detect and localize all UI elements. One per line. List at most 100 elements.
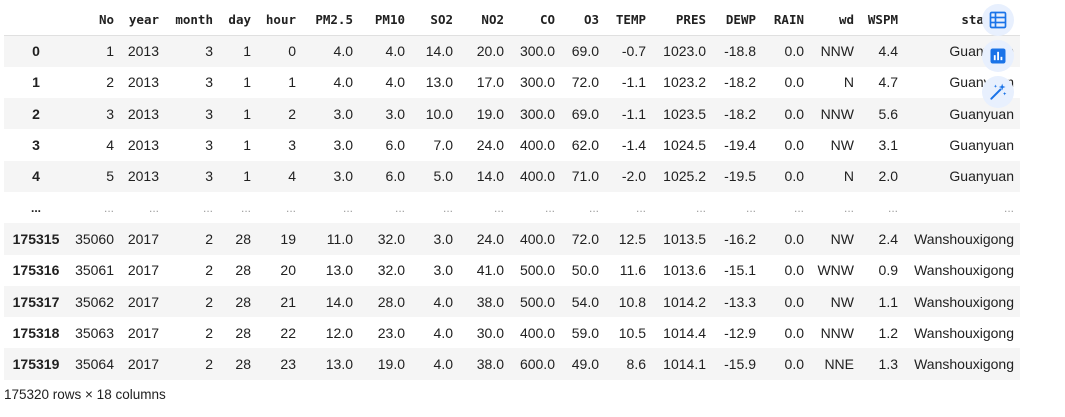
table-cell: 32.0 bbox=[377, 262, 405, 279]
table-cell: 0.0 bbox=[784, 262, 804, 279]
table-cell: 1014.1 bbox=[663, 356, 706, 373]
table-cell: 50.0 bbox=[571, 262, 599, 279]
column-header: CO bbox=[510, 4, 561, 36]
table-cell: 11.6 bbox=[619, 262, 646, 279]
column-header: PRES bbox=[652, 4, 712, 36]
column-header: RAIN bbox=[762, 4, 810, 36]
table-cell: NW bbox=[830, 137, 854, 154]
table-cell: 300.0 bbox=[519, 105, 555, 122]
column-header: hour bbox=[257, 4, 302, 36]
table-cell: 69.0 bbox=[571, 43, 599, 60]
table-cell: -1.1 bbox=[621, 105, 646, 122]
column-header: month bbox=[165, 4, 219, 36]
table-cell: -19.4 bbox=[724, 137, 756, 154]
column-header: day bbox=[219, 4, 257, 36]
table-cell: 1025.2 bbox=[663, 168, 706, 185]
table-cell: 2017 bbox=[127, 324, 159, 341]
table-cell: 0.0 bbox=[784, 74, 804, 91]
table-cell: 19.0 bbox=[377, 356, 405, 373]
table-cell: 22 bbox=[280, 324, 296, 341]
table-cell: ... bbox=[695, 200, 706, 215]
table-cell: 3.0 bbox=[333, 168, 353, 185]
table-cell: 35063 bbox=[75, 324, 114, 341]
table-cell: ... bbox=[843, 200, 854, 215]
generate-code-button[interactable] bbox=[982, 76, 1014, 108]
table-cell: 1 bbox=[243, 105, 251, 122]
table-cell: 11.0 bbox=[326, 230, 353, 247]
table-cell: 2017 bbox=[127, 262, 159, 279]
convert-to-interactive-table-button[interactable] bbox=[982, 4, 1014, 36]
row-index: 2 bbox=[32, 105, 40, 122]
column-header: DEWP bbox=[712, 4, 762, 36]
table-cell: -1.1 bbox=[621, 74, 646, 91]
row-index: 175319 bbox=[12, 356, 60, 373]
column-header: SO2 bbox=[411, 4, 459, 36]
table-cell: 71.0 bbox=[571, 168, 599, 185]
table-cell: 3.1 bbox=[878, 137, 898, 154]
table-cell: 28 bbox=[235, 230, 251, 247]
table-cell: ... bbox=[588, 200, 599, 215]
table-cell: 400.0 bbox=[519, 230, 555, 247]
column-header: No bbox=[68, 4, 120, 36]
column-header: NO2 bbox=[459, 4, 510, 36]
table-cell: 2013 bbox=[127, 43, 159, 60]
table-cell: 0.0 bbox=[784, 230, 804, 247]
table-cell: 4.0 bbox=[433, 293, 453, 310]
table-cell: 2 bbox=[205, 356, 213, 373]
table-cell: 1023.0 bbox=[663, 43, 706, 60]
table-cell: ... bbox=[342, 200, 353, 215]
table-cell: 1024.5 bbox=[663, 137, 706, 154]
table-row: 175318 35063 2017 2 28 22 12.0 23.0 4.0 30.0 400.0… bbox=[4, 317, 1020, 348]
table-cell: ... bbox=[887, 200, 898, 215]
table-cell: 0 bbox=[288, 43, 296, 60]
table-cell: 13.0 bbox=[325, 356, 353, 373]
table-cell: NNW bbox=[820, 43, 854, 60]
table-cell: 400.0 bbox=[519, 168, 555, 185]
table-cell: 4 bbox=[288, 168, 296, 185]
table-cell: 35060 bbox=[75, 230, 114, 247]
column-header: year bbox=[120, 4, 165, 36]
dataframe-shape-label: 175320 rows × 18 columns bbox=[4, 387, 166, 402]
table-row: 175315 35060 2017 2 28 19 11.0 32.0 3.0 24.0 400.0… bbox=[4, 223, 1020, 255]
header-row: No year month day hour PM2.5 PM10 SO2 NO2 CO O3 TEM… bbox=[4, 4, 1020, 36]
table-cell: 28 bbox=[235, 262, 251, 279]
table-cell: 41.0 bbox=[476, 262, 504, 279]
table-cell: 10.5 bbox=[618, 324, 646, 341]
table-cell: 4.0 bbox=[333, 43, 353, 60]
table-cell: 500.0 bbox=[519, 293, 555, 310]
table-cell: 0.0 bbox=[784, 137, 804, 154]
table-cell: 4 bbox=[106, 137, 114, 154]
table-cell: ... bbox=[202, 200, 213, 215]
dataframe-output: No year month day hour PM2.5 PM10 SO2 NO2 CO O3 TEM… bbox=[4, 4, 1020, 380]
table-cell: -18.2 bbox=[724, 74, 756, 91]
table-cell: 2013 bbox=[127, 74, 159, 91]
table-cell: 1 bbox=[243, 74, 251, 91]
column-header: PM10 bbox=[359, 4, 411, 36]
dataframe-table: No year month day hour PM2.5 PM10 SO2 NO2 CO O3 TEM… bbox=[4, 4, 1020, 380]
table-cell: -15.9 bbox=[724, 356, 756, 373]
table-cell: Wanshouxigong bbox=[914, 356, 1014, 373]
table-cell: 1023.5 bbox=[663, 105, 706, 122]
table-cell: 24.0 bbox=[476, 230, 504, 247]
table-cell: 59.0 bbox=[571, 324, 599, 341]
table-cell: 12.5 bbox=[618, 230, 646, 247]
suggest-charts-button[interactable] bbox=[982, 40, 1014, 72]
table-cell: 20 bbox=[280, 262, 296, 279]
table-cell: -18.2 bbox=[724, 105, 756, 122]
table-cell: ... bbox=[394, 200, 405, 215]
table-cell: 54.0 bbox=[571, 293, 599, 310]
table-cell: 600.0 bbox=[519, 356, 555, 373]
table-cell: 13.0 bbox=[325, 262, 353, 279]
table-cell: 4.0 bbox=[333, 74, 353, 91]
table-cell: 69.0 bbox=[571, 105, 599, 122]
table-cell: ... bbox=[745, 200, 756, 215]
table-cell: 28.0 bbox=[377, 293, 405, 310]
table-cell: 35062 bbox=[75, 293, 114, 310]
table-cell: 3 bbox=[106, 105, 114, 122]
table-cell: 1 bbox=[243, 137, 251, 154]
table-cell: 0.0 bbox=[784, 293, 804, 310]
table-cell: 0.0 bbox=[784, 168, 804, 185]
table-cell: 300.0 bbox=[519, 43, 555, 60]
table-cell: ... bbox=[285, 200, 296, 215]
table-cell: 5.6 bbox=[878, 105, 898, 122]
